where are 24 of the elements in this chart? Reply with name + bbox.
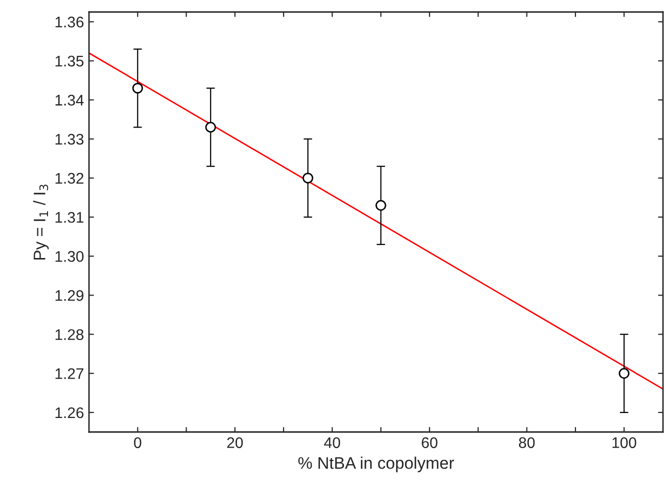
- x-tick-label: 100: [612, 437, 636, 448]
- y-tick-label: 1.35: [56, 56, 84, 67]
- y-tick-label: 1.36: [56, 16, 84, 28]
- y-tick-label: 1.32: [56, 172, 84, 184]
- y-tick-label: 1.31: [56, 212, 84, 223]
- x-axis-title: % NtBA in copolymer: [298, 456, 454, 472]
- point: [132, 82, 143, 94]
- y-tick-label: 1.30: [56, 251, 84, 262]
- point: [302, 172, 314, 184]
- y-tick-label: 1.27: [56, 368, 84, 379]
- y-axis-title: Py = I$_{1}$ / I$_{3}$: [33, 184, 49, 260]
- y-tick-label: 1.34: [56, 94, 84, 106]
- x-tick-label: 20: [227, 437, 243, 448]
- y-tick-label: 1.33: [56, 134, 84, 145]
- y-tick-label: 1.26: [56, 407, 84, 418]
- x-tick-label: 60: [422, 437, 438, 448]
- y-tick-label: 1.29: [56, 290, 84, 301]
- point: [618, 368, 630, 379]
- point: [205, 122, 216, 133]
- x-tick-label: 0: [134, 437, 142, 448]
- y-tick-label: 1.28: [56, 329, 84, 340]
- x-tick-label: 80: [518, 437, 535, 448]
- x-tick-label: 40: [324, 437, 340, 448]
- point: [376, 200, 386, 211]
